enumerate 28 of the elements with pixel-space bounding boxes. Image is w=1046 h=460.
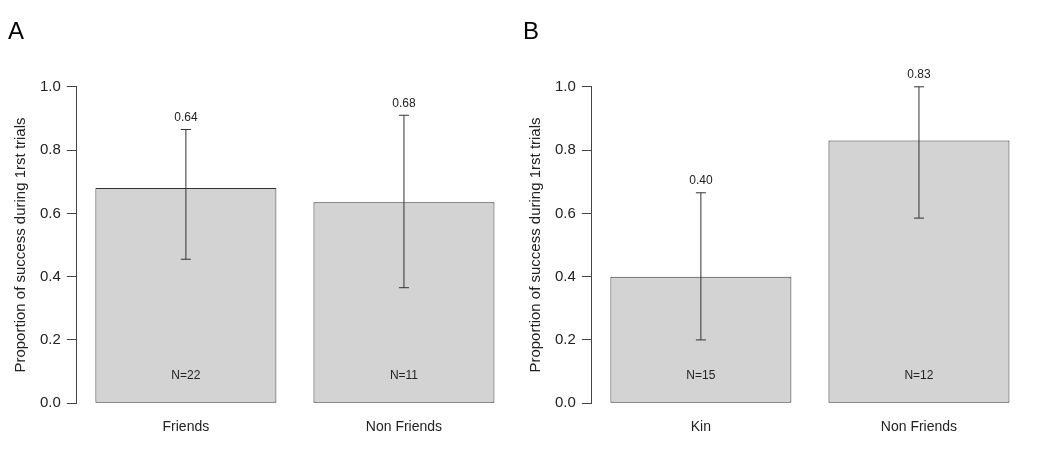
y-tick-label: 0.6 — [39, 203, 61, 221]
y-tick-label: 0.4 — [554, 266, 576, 284]
annotation: N=11 — [389, 367, 419, 382]
annotation: N=22 — [171, 367, 201, 382]
annotation: 0.40 — [689, 173, 713, 188]
annotation: 0.68 — [392, 95, 416, 110]
x-tick-label: Kin — [690, 418, 712, 435]
chart-title: A — [8, 17, 25, 45]
chart-title: B — [523, 17, 540, 45]
annotation: N=12 — [904, 367, 934, 382]
y-tick-label: 0.2 — [39, 330, 61, 348]
text: 0.83 — [907, 67, 931, 82]
y-tick-label: 0.0 — [39, 393, 61, 411]
y-tick-label: 0.4 — [39, 266, 61, 284]
x-tick-label: Friends — [162, 418, 210, 435]
annotation: 0.64 — [174, 109, 198, 124]
y-tick-label: 0.8 — [39, 140, 61, 158]
y-tick-label: 0.6 — [554, 203, 576, 221]
y-tick-label: 1.0 — [39, 76, 61, 94]
y-tick-label: 1.0 — [554, 76, 576, 94]
y-axis-title: Proportion of success during 1rst trials — [11, 117, 29, 373]
y-tick-label: 0.8 — [554, 140, 576, 158]
y-axis-title: Proportion of success during 1rst trials — [526, 117, 544, 373]
x-tick-label: Non Friends — [880, 418, 958, 435]
x-tick-label: Non Friends — [365, 418, 443, 435]
y-tick-label: 0.2 — [554, 330, 576, 348]
annotation: N=15 — [686, 367, 716, 382]
y-tick-label: 0.0 — [554, 393, 576, 411]
